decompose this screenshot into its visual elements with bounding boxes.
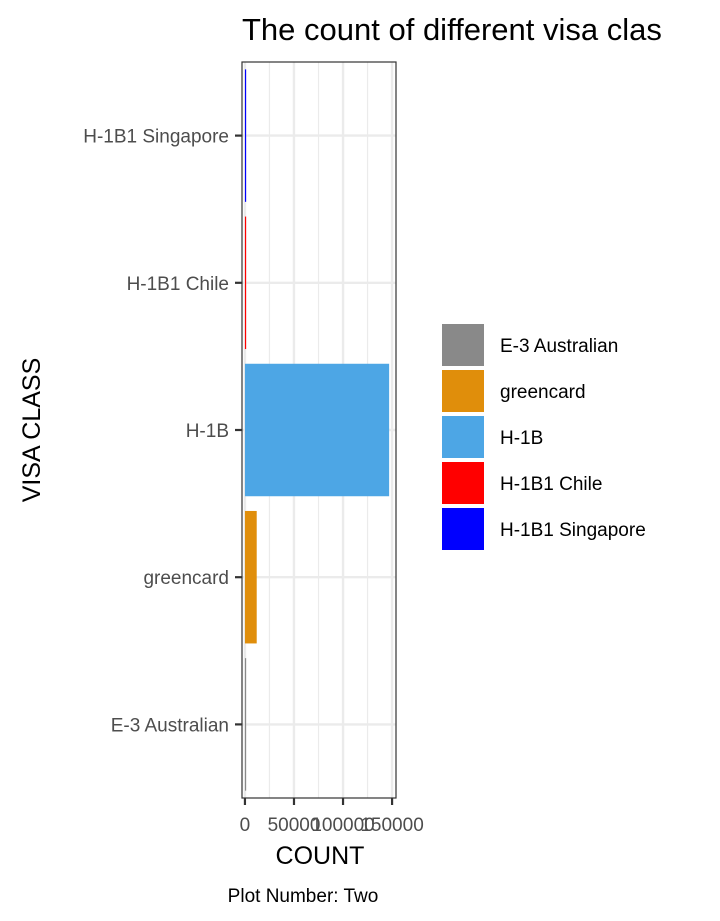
y-tick-label: H-1B1 Singapore <box>83 127 229 148</box>
bar-e-3-australian <box>244 658 247 791</box>
bar-h-1b1-chile <box>244 216 247 350</box>
legend-key <box>442 324 484 366</box>
y-tick-label: E-3 Australian <box>111 715 229 736</box>
legend-key <box>442 508 484 550</box>
y-tick-label: greencard <box>143 568 229 589</box>
bar-greencard <box>244 510 257 644</box>
legend-label: H-1B1 Singapore <box>500 520 646 541</box>
chart-caption: Plot Number: Two <box>228 886 379 907</box>
x-tick-label: 50000 <box>268 815 321 836</box>
y-tick-label: H-1B <box>186 421 229 442</box>
x-tick-label: 0 <box>240 815 251 836</box>
y-tick-label: H-1B1 Chile <box>127 274 229 295</box>
legend-key <box>442 370 484 412</box>
y-axis-title: VISA CLASS <box>18 358 46 503</box>
legend-key <box>442 416 484 458</box>
bar-h-1b1-singapore <box>244 69 247 202</box>
chart-title: The count of different visa clas <box>242 12 662 47</box>
legend-key <box>442 462 484 504</box>
bar-h-1b <box>244 363 390 497</box>
x-axis-title: COUNT <box>276 842 365 870</box>
x-tick-label: 100000 <box>311 815 374 836</box>
legend-label: greencard <box>500 382 586 403</box>
x-tick-label: 150000 <box>360 815 423 836</box>
legend-label: E-3 Australian <box>500 336 618 357</box>
legend-label: H-1B <box>500 428 543 449</box>
legend-label: H-1B1 Chile <box>500 474 602 495</box>
